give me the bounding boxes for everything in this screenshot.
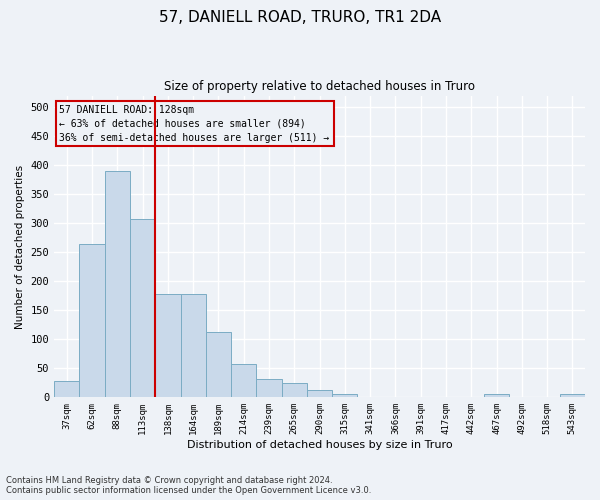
Text: 57, DANIELL ROAD, TRURO, TR1 2DA: 57, DANIELL ROAD, TRURO, TR1 2DA	[159, 10, 441, 25]
Y-axis label: Number of detached properties: Number of detached properties	[15, 164, 25, 328]
Bar	[130, 218, 155, 398]
Bar	[484, 394, 509, 398]
Bar	[231, 364, 256, 398]
Bar	[256, 379, 281, 398]
Bar	[332, 394, 358, 398]
Text: 57 DANIELL ROAD: 128sqm
← 63% of detached houses are smaller (894)
36% of semi-d: 57 DANIELL ROAD: 128sqm ← 63% of detache…	[59, 104, 330, 142]
Bar	[54, 381, 79, 398]
Bar	[155, 294, 181, 398]
Bar	[181, 294, 206, 398]
Title: Size of property relative to detached houses in Truro: Size of property relative to detached ho…	[164, 80, 475, 93]
Bar	[79, 244, 105, 398]
Bar	[560, 394, 585, 398]
Bar	[105, 171, 130, 398]
Bar	[307, 390, 332, 398]
X-axis label: Distribution of detached houses by size in Truro: Distribution of detached houses by size …	[187, 440, 452, 450]
Bar	[281, 383, 307, 398]
Bar	[206, 332, 231, 398]
Text: Contains HM Land Registry data © Crown copyright and database right 2024.
Contai: Contains HM Land Registry data © Crown c…	[6, 476, 371, 495]
